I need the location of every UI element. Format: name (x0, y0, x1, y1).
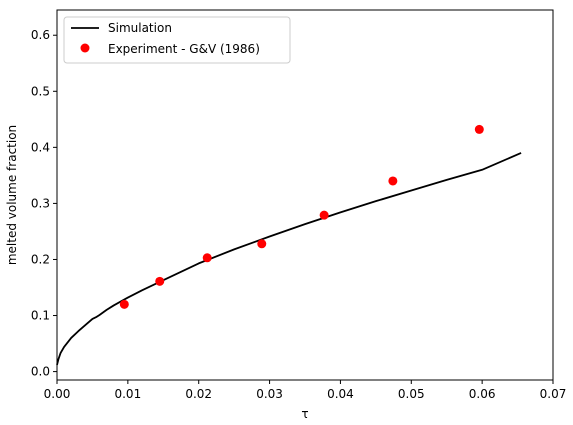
x-tick-label: 0.02 (185, 387, 212, 401)
y-tick-label: 0.5 (31, 84, 50, 98)
x-tick-label: 0.03 (256, 387, 283, 401)
y-axis: 0.0 0.1 0.2 0.3 0.4 0.5 0.6 (31, 28, 57, 378)
plot-background (57, 10, 553, 380)
legend-simulation-label: Simulation (108, 21, 172, 35)
experiment-point (155, 277, 164, 286)
x-axis-label: τ (301, 407, 308, 421)
y-axis-label: melted volume fraction (5, 125, 19, 265)
legend: Simulation Experiment - G&V (1986) (64, 17, 290, 63)
x-tick-label: 0.05 (398, 387, 425, 401)
legend-box (64, 17, 290, 63)
experiment-point (320, 211, 329, 220)
y-tick-label: 0.2 (31, 252, 50, 266)
experiment-point (257, 239, 266, 248)
legend-experiment-swatch (81, 44, 90, 53)
y-tick-label: 0.3 (31, 196, 50, 210)
x-tick-label: 0.00 (44, 387, 71, 401)
experiment-point (388, 176, 397, 185)
x-tick-label: 0.04 (327, 387, 354, 401)
y-tick-label: 0.4 (31, 140, 50, 154)
experiment-point (120, 300, 129, 309)
x-axis: 0.00 0.01 0.02 0.03 0.04 0.05 0.06 0.07 (44, 380, 567, 401)
experiment-point (203, 253, 212, 262)
x-tick-label: 0.01 (114, 387, 141, 401)
y-tick-label: 0.0 (31, 365, 50, 379)
x-tick-label: 0.07 (540, 387, 567, 401)
y-tick-label: 0.1 (31, 309, 50, 323)
y-tick-label: 0.6 (31, 28, 50, 42)
legend-experiment-label: Experiment - G&V (1986) (108, 42, 260, 56)
x-tick-label: 0.06 (469, 387, 496, 401)
experiment-point (475, 125, 484, 134)
